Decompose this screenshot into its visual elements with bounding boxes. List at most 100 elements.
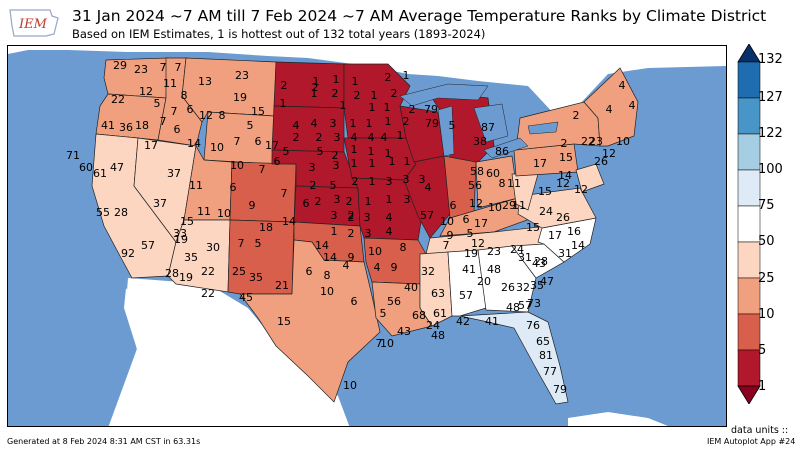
rank-label: 24 <box>510 243 524 256</box>
rank-label: 4 <box>374 261 381 274</box>
rank-label: 29 <box>113 59 127 72</box>
colorbar-segment <box>737 241 761 279</box>
rank-label: 26 <box>501 281 515 294</box>
colorbar-segment <box>737 313 761 351</box>
rank-label: 4 <box>343 259 350 272</box>
lake-ontario <box>527 121 559 135</box>
rank-label: 2 <box>348 209 355 222</box>
rank-label: 26 <box>594 155 608 168</box>
rank-label: 1 <box>311 87 318 100</box>
lake-michigan <box>437 105 455 157</box>
rank-label: 65 <box>536 335 550 348</box>
rank-label: 14 <box>558 169 572 182</box>
rank-label: 6 <box>187 103 194 116</box>
rank-label: 73 <box>527 297 541 310</box>
rank-label: 1 <box>365 195 372 208</box>
rank-label: 11 <box>512 199 526 212</box>
rank-label: 1 <box>385 147 392 160</box>
rank-label: 18 <box>259 221 273 234</box>
rank-label: 1 <box>280 97 287 110</box>
colorbar-segment <box>737 61 761 99</box>
rank-label: 56 <box>387 295 401 308</box>
rank-label: 87 <box>481 121 495 134</box>
rank-label: 1 <box>331 225 338 238</box>
rank-label: 18 <box>135 119 149 132</box>
rank-label: 19 <box>464 247 478 260</box>
map-title: 31 Jan 2024 ~7 AM till 7 Feb 2024 ~7 AM … <box>72 7 767 25</box>
rank-label: 2 <box>348 211 355 224</box>
rank-label: 35 <box>184 251 198 264</box>
rank-label: 6 <box>174 123 181 136</box>
rank-label: 23 <box>235 69 249 82</box>
rank-label: 35 <box>249 271 263 284</box>
baja-land <box>124 288 158 396</box>
rank-label: 41 <box>101 119 115 132</box>
colorbar-segment <box>737 349 761 387</box>
rank-label: 10 <box>440 215 454 228</box>
rank-label: 61 <box>93 167 107 180</box>
rank-label: 2 <box>573 109 580 122</box>
rank-label: 3 <box>334 193 341 206</box>
rank-label: 3 <box>386 175 393 188</box>
rank-label: 2 <box>281 79 288 92</box>
rank-label: 1 <box>397 129 404 142</box>
rank-label: 23 <box>487 245 501 258</box>
rank-label: 9 <box>348 251 355 264</box>
rank-label: 1 <box>369 101 376 114</box>
rank-label: 9 <box>447 229 454 242</box>
rank-label: 5 <box>380 307 387 320</box>
map-subtitle: Based on IEM Estimates, 1 is hottest out… <box>72 27 486 41</box>
rank-label: 25 <box>232 265 246 278</box>
rank-label: 6 <box>274 155 281 168</box>
rank-label: 15 <box>538 185 552 198</box>
rank-label: 3 <box>365 227 372 240</box>
rank-label: 4 <box>368 131 375 144</box>
rank-label: 7 <box>175 61 182 74</box>
rank-label: 7 <box>238 237 245 250</box>
rank-label: 22 <box>111 93 125 106</box>
rank-label: 4 <box>386 211 393 224</box>
rank-label: 1 <box>404 155 411 168</box>
rank-label: 6 <box>351 295 358 308</box>
state-va <box>517 187 597 229</box>
rank-label: 6 <box>450 199 457 212</box>
rank-label: 1 <box>368 145 375 158</box>
rank-label: 1 <box>333 73 340 86</box>
colorbar-tick-label: 10 <box>758 307 775 322</box>
colorbar-segment <box>737 205 761 243</box>
rank-label: 7 <box>443 239 450 252</box>
rank-label: 11 <box>507 177 521 190</box>
rank-label: 17 <box>533 157 547 170</box>
rank-label: 3 <box>404 193 411 206</box>
rank-label: 60 <box>79 161 93 174</box>
state-al <box>447 249 487 317</box>
rank-label: 24 <box>539 205 553 218</box>
rank-label: 14 <box>187 137 201 150</box>
rank-label: 9 <box>391 261 398 274</box>
state-md-nj <box>575 163 605 193</box>
rank-label: 92 <box>121 247 135 260</box>
lake-erie <box>483 137 529 159</box>
rank-label: 23 <box>589 135 603 148</box>
rank-label: 68 <box>412 309 426 322</box>
rank-label: 48 <box>487 263 501 276</box>
rank-label: 9 <box>249 199 256 212</box>
rank-label: 1 <box>350 117 357 130</box>
rank-label: 8 <box>219 109 226 122</box>
rank-label: 79 <box>425 117 439 130</box>
rank-label: 28 <box>534 255 548 268</box>
rank-label: 3 <box>333 159 340 172</box>
colorbar-tick-label: 132 <box>758 52 783 67</box>
rank-label: 1 <box>313 75 320 88</box>
rank-label: 21 <box>275 279 289 292</box>
rank-label: 23 <box>134 63 148 76</box>
rank-label: 60 <box>486 167 500 180</box>
rank-label: 5 <box>247 119 254 132</box>
rank-label: 10 <box>210 141 224 154</box>
rank-label: 4 <box>386 225 393 238</box>
rank-label: 4 <box>293 119 300 132</box>
rank-label: 2 <box>293 131 300 144</box>
rank-label: 1 <box>351 143 358 156</box>
rank-label: 28 <box>114 206 128 219</box>
map-frame: 29 23 7 7 13 23 22 12 5 11 8 7 19 6 15 1… <box>7 45 727 427</box>
